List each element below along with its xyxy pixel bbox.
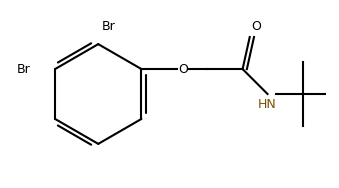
Text: O: O bbox=[179, 63, 188, 76]
Text: HN: HN bbox=[258, 98, 277, 111]
Text: O: O bbox=[251, 20, 261, 33]
Text: Br: Br bbox=[16, 63, 30, 76]
Text: Br: Br bbox=[102, 20, 116, 33]
